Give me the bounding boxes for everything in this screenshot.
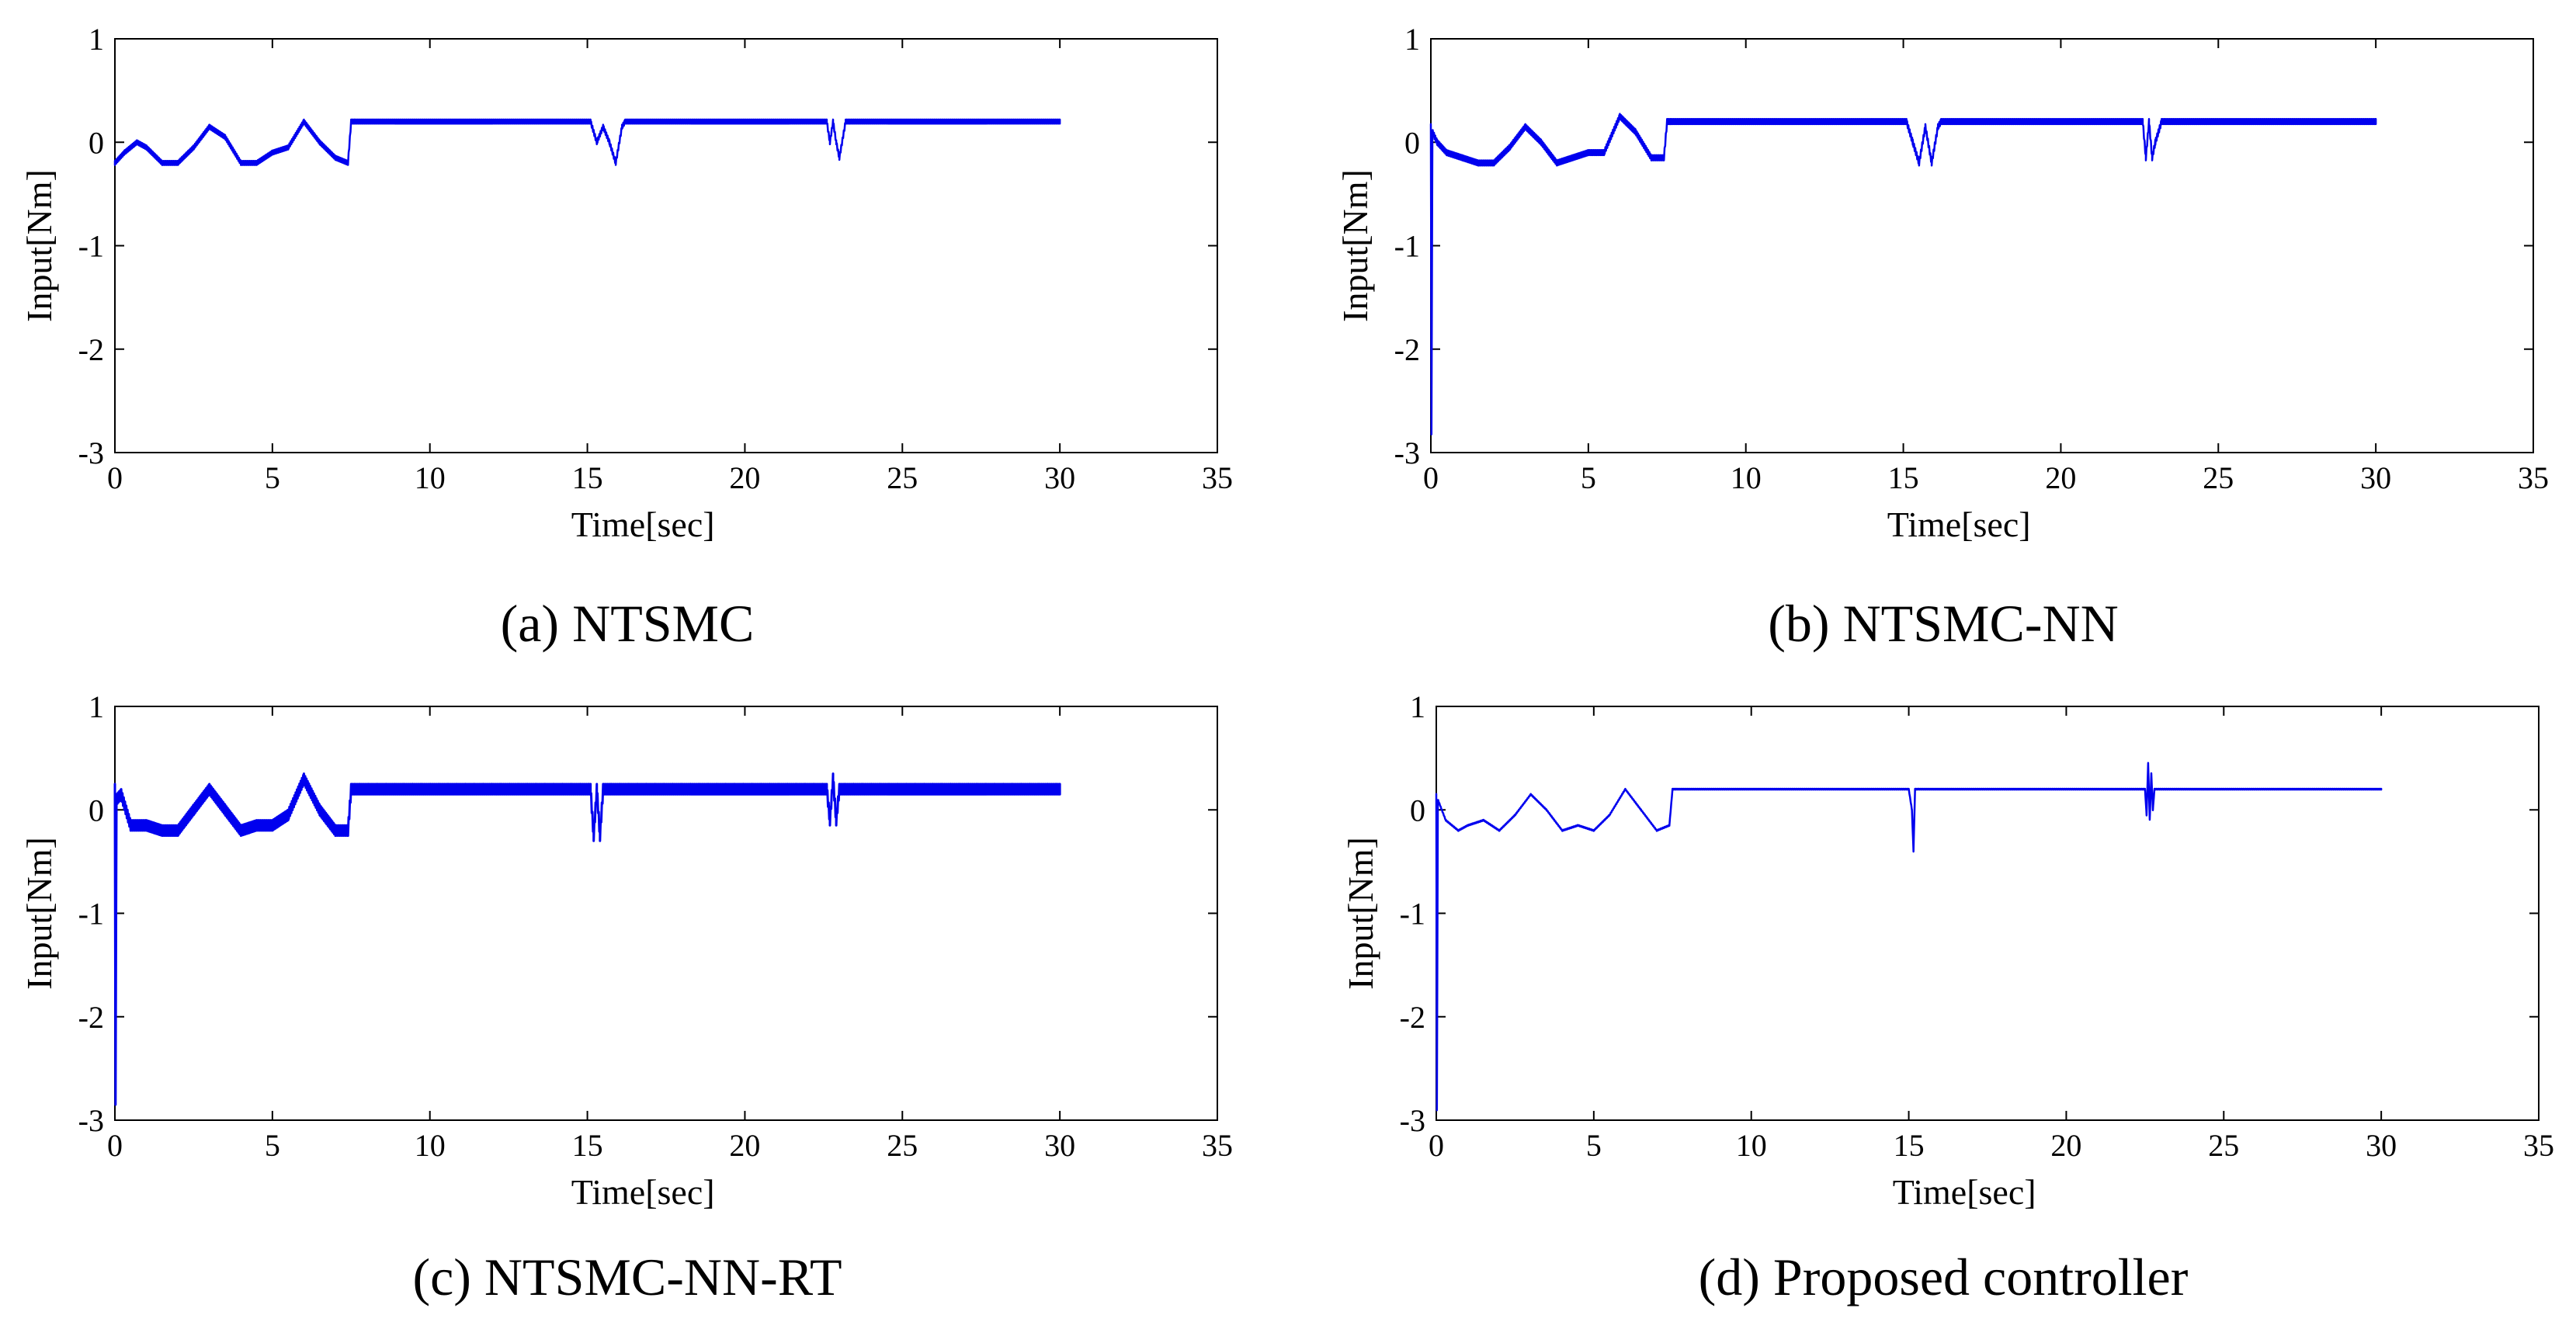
y-tick-label: -3 [1394, 435, 1420, 470]
panel-caption: (b) NTSMC-NN [1768, 594, 2118, 653]
series-line [1435, 762, 2383, 1112]
y-tick-label: 1 [1410, 689, 1425, 724]
x-tick-label: 20 [729, 1128, 760, 1163]
x-tick-label: 15 [1894, 1128, 1925, 1163]
y-tick-label: -1 [1394, 229, 1420, 264]
axes-box [114, 38, 1218, 453]
x-tick-label: 25 [2208, 1128, 2239, 1163]
y-tick-label: -3 [1400, 1103, 1425, 1138]
y-axis-label: Input[Nm] [19, 169, 59, 322]
x-tick-label: 5 [1581, 460, 1596, 495]
y-tick-label: -2 [78, 1000, 104, 1035]
x-tick-label: 35 [1202, 1128, 1233, 1163]
x-tick-label: 15 [572, 460, 603, 495]
y-axis-label: Input[Nm] [19, 837, 59, 990]
panel-caption: (d) Proposed controller [1699, 1247, 2189, 1306]
x-tick-label: 20 [2050, 1128, 2081, 1163]
y-tick-label: 1 [89, 689, 104, 724]
panel-d: 0 5 10 15 20 25 30 3510-1-2-3Time[sec]Input[Nm]… [1341, 689, 2554, 1306]
x-tick-label: 15 [572, 1128, 603, 1163]
x-tick-label: 35 [2518, 460, 2549, 495]
x-tick-label: 10 [1736, 1128, 1767, 1163]
x-tick-label: 5 [1586, 1128, 1602, 1163]
x-tick-label: 15 [1888, 460, 1919, 495]
x-axis-label: Time[sec] [1887, 505, 2031, 544]
x-tick-label: 0 [1429, 1128, 1444, 1163]
x-tick-label: 30 [2366, 1128, 2397, 1163]
x-tick-label: 30 [2360, 460, 2391, 495]
axes-box [1436, 706, 2540, 1121]
series-line [113, 772, 1061, 1106]
x-axis-label: Time[sec] [571, 1172, 715, 1212]
y-tick-label: -2 [1400, 1000, 1425, 1035]
y-axis-label: Input[Nm] [1341, 837, 1380, 990]
y-tick-label: 1 [1404, 22, 1420, 57]
x-tick-label: 25 [887, 1128, 918, 1163]
x-axis-label: Time[sec] [1893, 1172, 2036, 1212]
x-tick-label: 35 [2523, 1128, 2554, 1163]
x-tick-label: 30 [1044, 460, 1075, 495]
x-tick-label: 35 [1202, 460, 1233, 495]
y-tick-label: -3 [78, 435, 104, 470]
panel-c: 0 5 10 15 20 25 30 3510-1-2-3Time[sec]Input[Nm]… [19, 689, 1233, 1306]
panel-b: 0 5 10 15 20 25 30 3510-1-2-3Time[sec]Input[Nm]… [1335, 22, 2549, 653]
x-tick-label: 20 [2045, 460, 2076, 495]
x-tick-label: 20 [729, 460, 760, 495]
y-tick-label: -1 [1400, 897, 1425, 932]
panel-a: 0 5 10 15 20 25 30 3510-1-2-3Time[sec]Input[Nm]… [19, 22, 1233, 653]
y-tick-label: 0 [1410, 793, 1425, 828]
y-tick-label: -1 [78, 897, 104, 932]
y-tick-label: -1 [78, 229, 104, 264]
series-line [1429, 113, 2377, 435]
x-tick-label: 10 [415, 460, 446, 495]
panel-caption: (a) NTSMC [501, 594, 755, 653]
x-tick-label: 25 [887, 460, 918, 495]
y-tick-label: -3 [78, 1103, 104, 1138]
y-tick-label: 0 [89, 125, 104, 160]
x-tick-label: 10 [1731, 460, 1762, 495]
y-axis-label: Input[Nm] [1335, 169, 1375, 322]
y-tick-label: 0 [89, 793, 104, 828]
x-axis-label: Time[sec] [571, 505, 715, 544]
x-tick-label: 5 [265, 1128, 280, 1163]
x-tick-label: 0 [1423, 460, 1439, 495]
y-tick-label: 0 [1404, 125, 1420, 160]
x-tick-label: 30 [1044, 1128, 1075, 1163]
axes-box [114, 706, 1218, 1121]
panel-caption: (c) NTSMC-NN-RT [412, 1247, 842, 1306]
x-tick-label: 0 [107, 1128, 123, 1163]
y-tick-label: -2 [78, 332, 104, 367]
x-tick-label: 0 [107, 460, 123, 495]
x-tick-label: 25 [2203, 460, 2234, 495]
x-tick-label: 5 [265, 460, 280, 495]
x-tick-label: 10 [415, 1128, 446, 1163]
axes-box [1430, 38, 2534, 453]
y-tick-label: 1 [89, 22, 104, 57]
y-tick-label: -2 [1394, 332, 1420, 367]
series-line [113, 118, 1061, 166]
